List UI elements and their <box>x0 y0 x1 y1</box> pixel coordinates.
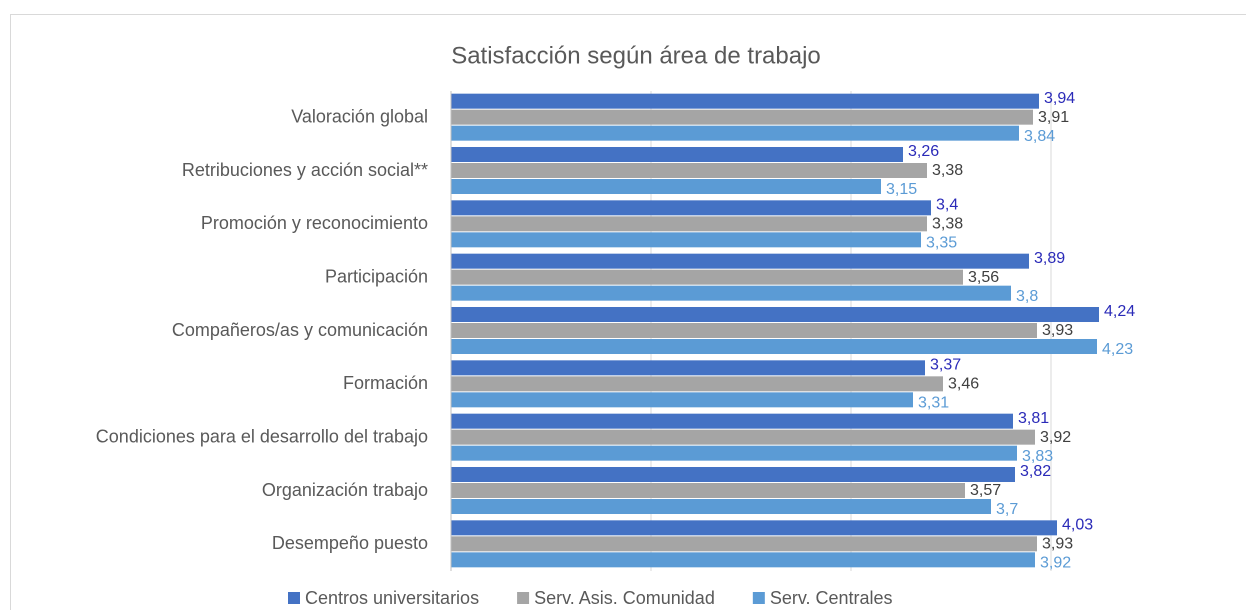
y-tick-label: Formación <box>343 373 428 393</box>
value-label: 3,38 <box>932 216 963 233</box>
bar <box>451 413 1013 429</box>
bar <box>451 147 903 162</box>
value-label: 3,7 <box>996 501 1018 518</box>
value-label: 3,83 <box>1022 448 1053 465</box>
bar <box>451 339 1097 354</box>
value-label: 3,82 <box>1020 463 1051 480</box>
bar <box>451 323 1037 338</box>
chart-title: Satisfacción según área de trabajo <box>451 42 821 69</box>
value-label: 3,92 <box>1040 429 1071 446</box>
value-label: 3,91 <box>1038 109 1069 126</box>
bar <box>451 552 1035 568</box>
value-label: 3,89 <box>1034 250 1065 267</box>
bar <box>451 520 1057 536</box>
value-label: 3,35 <box>926 235 957 252</box>
y-tick-label: Valoración global <box>291 106 428 126</box>
y-tick-label: Condiciones para el desarrollo del traba… <box>96 426 428 446</box>
y-tick-label: Promoción y reconocimiento <box>201 213 428 233</box>
bar <box>451 392 913 408</box>
value-label: 3,38 <box>932 162 963 179</box>
bar <box>451 109 1033 125</box>
bar <box>451 163 927 178</box>
bar <box>451 269 963 285</box>
value-label: 3,92 <box>1040 555 1071 572</box>
bar <box>451 253 1029 269</box>
value-label: 3,93 <box>1042 536 1073 553</box>
value-label: 3,8 <box>1016 288 1038 305</box>
value-label: 3,81 <box>1018 410 1049 427</box>
bar <box>451 445 1017 461</box>
value-label: 3,46 <box>948 376 979 393</box>
y-tick-label: Compañeros/as y comunicación <box>172 320 428 340</box>
bar <box>451 376 943 392</box>
value-label: 3,37 <box>930 357 961 374</box>
legend-label: Serv. Centrales <box>770 588 893 608</box>
bar <box>451 307 1099 322</box>
value-label: 3,4 <box>936 197 958 214</box>
legend-swatch <box>752 592 765 604</box>
y-tick-label: Participación <box>325 266 428 286</box>
y-tick-label: Desempeño puesto <box>272 533 428 553</box>
bar <box>451 93 1039 109</box>
bar <box>451 179 881 194</box>
bar <box>451 499 991 514</box>
bar <box>451 216 927 232</box>
legend-swatch <box>517 592 530 604</box>
bar <box>451 285 1011 301</box>
value-label: 3,26 <box>908 143 939 160</box>
value-label: 3,84 <box>1024 128 1055 145</box>
bar <box>451 467 1015 482</box>
bar <box>451 360 925 376</box>
value-label: 3,94 <box>1044 90 1075 107</box>
value-label: 4,03 <box>1062 517 1093 534</box>
value-label: 3,56 <box>968 269 999 286</box>
legend-label: Serv. Asis. Comunidad <box>534 588 715 608</box>
legend-swatch <box>288 592 300 604</box>
value-label: 4,23 <box>1102 341 1133 358</box>
bar <box>451 536 1037 552</box>
bar <box>451 429 1035 445</box>
value-label: 3,57 <box>970 482 1001 499</box>
value-label: 3,31 <box>918 395 949 412</box>
value-label: 3,93 <box>1042 322 1073 339</box>
y-tick-label: Retribuciones y acción social** <box>182 160 428 180</box>
legend-label: Centros universitarios <box>305 588 479 608</box>
bar <box>451 200 931 216</box>
bar <box>451 125 1019 141</box>
y-tick-label: Organización trabajo <box>262 480 428 500</box>
value-label: 3,15 <box>886 181 917 198</box>
bar <box>451 483 965 498</box>
bar <box>451 232 921 248</box>
value-label: 4,24 <box>1104 303 1135 320</box>
